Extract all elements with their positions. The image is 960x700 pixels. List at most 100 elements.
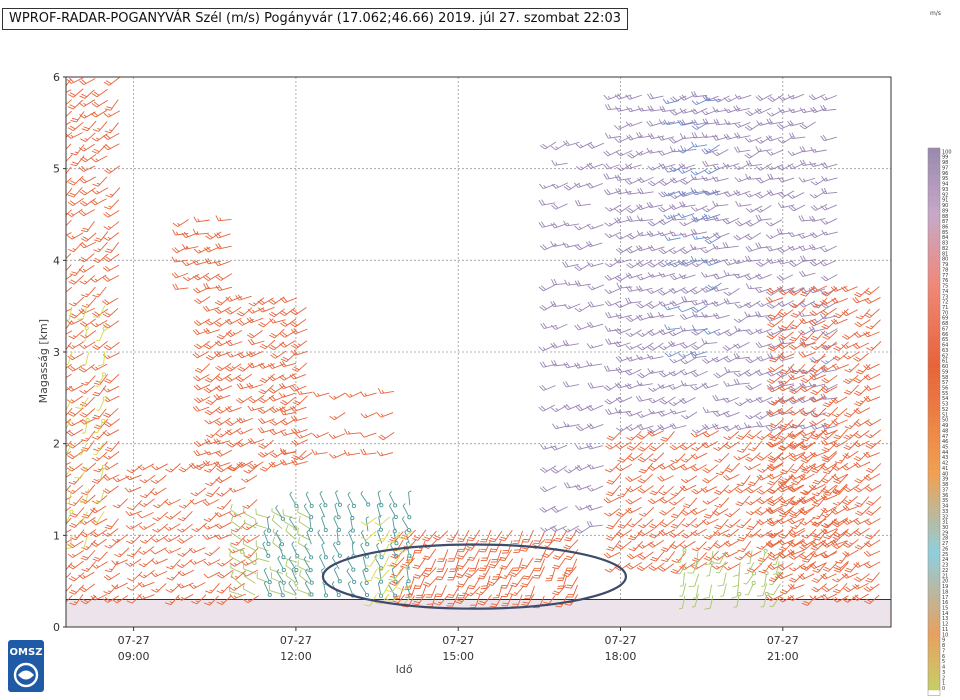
wind-barb [787,549,805,556]
wind-barb [669,442,686,451]
wind-barb [637,176,654,184]
wind-barb [279,459,297,466]
wind-barb [734,146,751,153]
wind-barb [744,300,761,309]
wind-barb [790,307,806,318]
colorbar-swatch [928,389,940,396]
colorbar-swatch [928,384,940,390]
wind-barb [280,318,297,327]
colorbar-swatch [928,534,940,541]
wind-barb [259,373,275,384]
wind-barb [66,419,84,427]
wind-barb [615,187,632,195]
wind-barb [853,440,870,448]
wind-barb [687,560,699,574]
colorbar-swatch [928,164,940,170]
wind-barb [425,585,437,598]
wind-barb [670,518,686,529]
wind-barb [820,134,837,142]
wind-barb [66,110,72,118]
wind-barb [680,453,696,463]
wind-barb [801,430,816,442]
wind-barb [259,339,276,350]
colorbar-swatch [928,298,940,304]
wind-barb [69,584,85,595]
wind-barb [842,538,859,548]
colorbar-swatch [928,335,940,342]
wind-barb [189,498,207,505]
wind-barb [204,417,221,425]
wind-barb [70,155,85,167]
wind-barb [574,484,592,491]
wind-barb [853,374,870,384]
wind-barb [734,176,752,183]
wind-barb [477,594,492,606]
wind-barb [798,351,816,358]
wind-barb [377,387,395,394]
wind-barb [193,449,210,457]
wind-barb [853,573,870,583]
wind-barb [722,474,740,481]
wind-barb [852,297,869,304]
wind-barb [550,142,568,151]
wind-barb [638,506,655,517]
wind-barb [236,428,253,435]
wind-barb [402,503,412,520]
wind-barb [214,510,232,518]
wind-barb [104,199,120,210]
wind-barb [360,516,377,526]
colorbar-swatch [928,550,940,557]
colorbar-label: 7 [942,648,945,654]
wind-barb [80,375,96,386]
wind-barb [834,452,849,464]
wind-barb [657,230,675,237]
colorbar-swatch [928,545,940,551]
wind-barb [744,191,762,198]
wind-barb [864,308,880,319]
wind-barb [544,530,557,543]
wind-barb [664,324,681,331]
wind-barb [637,473,654,484]
wind-barb [586,321,604,328]
wind-barb [377,556,390,570]
wind-barb [103,418,120,428]
wind-barb [777,430,794,441]
wind-barb [79,408,96,418]
wind-barb [788,287,805,296]
wind-barb [225,317,242,325]
colorbar-swatch [928,341,940,347]
wind-barb [737,540,752,553]
colorbar-swatch [928,684,940,691]
wind-barb [182,273,200,282]
wind-barb [679,441,696,451]
wind-barb [68,275,84,285]
wind-barb [165,559,181,570]
wind-barb [615,396,633,403]
wind-barb [243,519,257,529]
wind-barb [563,482,581,489]
wind-barb [691,425,708,434]
wind-barb [562,566,577,577]
wind-barb [477,567,491,580]
wind-barb [215,475,232,484]
wind-barb [66,132,83,139]
wind-barb [680,369,697,376]
wind-barb [489,539,502,553]
wind-barb [480,529,492,543]
colorbar-label: 50 [942,418,948,424]
wind-barb [190,487,207,497]
wind-barb [810,385,826,396]
wind-barb [214,306,231,314]
colorbar-swatch [928,180,940,186]
colorbar-label: 91 [942,198,948,204]
wind-barb [662,98,680,105]
wind-barb [562,339,579,347]
colorbar-label: 92 [942,192,948,198]
wind-barb [855,308,871,320]
wind-barb [436,558,448,573]
wind-barb [278,392,296,398]
wind-barb [787,162,805,170]
wind-barb [139,474,156,484]
wind-barb [91,319,108,328]
wind-barb [703,584,713,600]
